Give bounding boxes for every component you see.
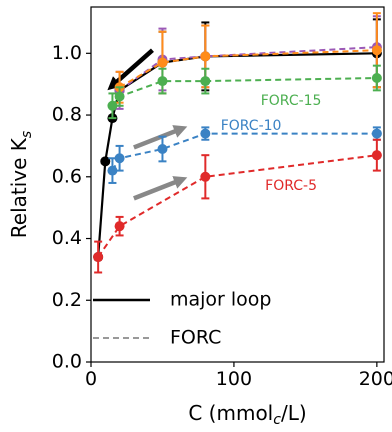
trend-arrow-2 <box>133 176 188 201</box>
series-purple <box>114 15 382 110</box>
data-point <box>200 76 211 87</box>
series-line <box>119 46 377 92</box>
series-orange <box>114 12 382 104</box>
y-tick-label: 0.4 <box>52 227 82 249</box>
y-tick-label: 0.2 <box>52 289 82 311</box>
series-forc-5 <box>93 138 382 274</box>
plot-frame <box>90 6 385 363</box>
data-point <box>114 221 125 232</box>
legend-label: FORC <box>170 327 221 349</box>
plot-content: FORC-15 FORC-10 FORC-5 <box>93 12 382 274</box>
data-point <box>371 128 382 139</box>
series-forc-15 <box>107 64 382 120</box>
y-tick-label: 1.0 <box>52 42 82 64</box>
series-line <box>97 154 377 258</box>
series-label: FORC-5 <box>265 178 317 194</box>
axes: 0.0 0.2 0.4 0.6 0.8 1.0 0 100 200 <box>52 6 392 390</box>
series-line <box>97 52 377 258</box>
series-label: FORC-15 <box>261 93 322 109</box>
x-tick-label: 100 <box>216 368 252 390</box>
data-point <box>107 165 118 176</box>
data-point <box>157 144 168 154</box>
data-point <box>200 171 211 182</box>
series-forc-10 <box>107 126 382 184</box>
axis-labels: C (mmolc/L) Relative Ks <box>7 131 307 428</box>
data-point <box>100 156 111 167</box>
data-point <box>371 150 382 161</box>
y-tick-label: 0.0 <box>52 351 82 373</box>
data-point <box>371 45 382 56</box>
x-tick-label: 200 <box>359 368 392 390</box>
x-tick-label: 0 <box>85 368 97 390</box>
series-line <box>119 49 377 89</box>
legend: major loop FORC <box>93 289 272 349</box>
series-line <box>111 77 377 107</box>
data-point <box>157 57 168 68</box>
data-point <box>107 100 118 111</box>
data-point <box>371 73 382 83</box>
data-point <box>200 51 211 62</box>
trend-arrow-1 <box>133 125 188 150</box>
data-point <box>200 128 211 139</box>
data-point <box>157 76 168 87</box>
series-label: FORC-10 <box>221 118 282 134</box>
y-tick-label: 0.6 <box>52 165 82 187</box>
y-axis-label: Relative Ks <box>7 131 35 238</box>
data-point <box>93 252 104 263</box>
data-point <box>114 153 125 164</box>
legend-label: major loop <box>170 289 272 311</box>
data-point <box>114 91 125 102</box>
x-axis-label: C (mmolc/L) <box>188 401 306 428</box>
series-line <box>111 132 377 172</box>
y-tick-label: 0.8 <box>52 104 82 126</box>
